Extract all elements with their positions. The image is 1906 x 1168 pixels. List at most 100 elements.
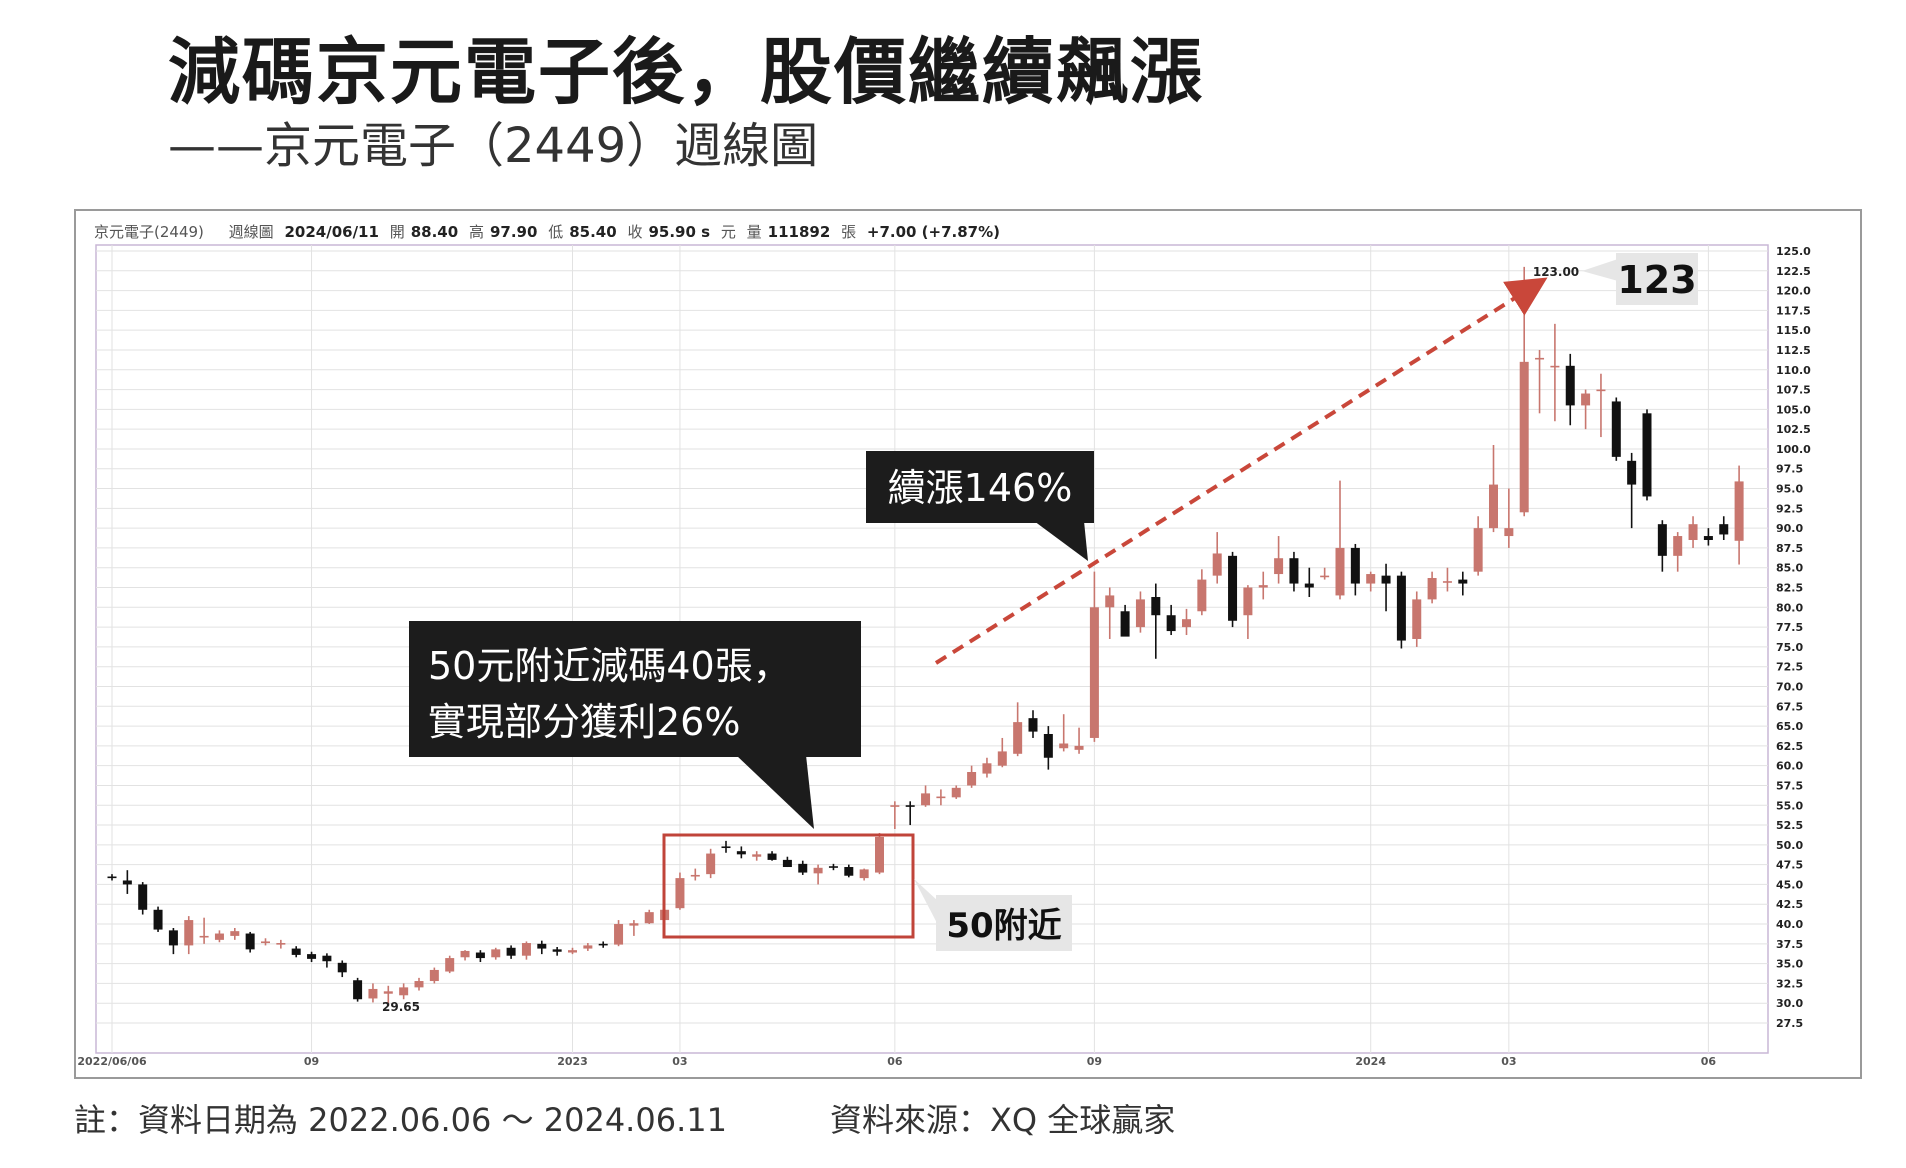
near50-callout-text: 50附近 bbox=[946, 906, 1061, 946]
candle bbox=[1703, 528, 1713, 546]
candle bbox=[245, 931, 255, 953]
x-tick-label: 03 bbox=[1501, 1055, 1516, 1068]
candle-body bbox=[859, 869, 869, 879]
candle-body bbox=[429, 969, 439, 982]
candle-body bbox=[828, 866, 838, 868]
y-tick-label: 120.0 bbox=[1776, 285, 1811, 298]
candle-body bbox=[1335, 547, 1345, 596]
candle bbox=[936, 789, 946, 806]
candle bbox=[199, 917, 209, 944]
candle-body bbox=[368, 988, 378, 999]
candle-body bbox=[1105, 595, 1115, 608]
candle-body bbox=[291, 948, 301, 955]
candle-body bbox=[307, 954, 317, 959]
y-tick-label: 122.5 bbox=[1776, 265, 1811, 278]
y-tick-label: 117.5 bbox=[1776, 304, 1811, 317]
candle bbox=[721, 840, 731, 853]
candle bbox=[1458, 571, 1468, 596]
candle-body bbox=[644, 912, 654, 924]
y-tick-label: 52.5 bbox=[1776, 819, 1803, 832]
candle bbox=[399, 983, 409, 1000]
candle-body bbox=[1719, 524, 1729, 535]
candle bbox=[736, 846, 746, 859]
candle bbox=[429, 967, 439, 984]
candle bbox=[475, 950, 485, 963]
candle-body bbox=[629, 923, 639, 926]
quote-date: 2024/06/11 bbox=[284, 223, 379, 241]
y-tick-label: 65.0 bbox=[1776, 720, 1803, 733]
candle bbox=[1412, 591, 1422, 647]
candle-body bbox=[798, 863, 808, 873]
candle bbox=[460, 950, 470, 961]
candle-body bbox=[1565, 365, 1575, 406]
candle bbox=[1366, 571, 1376, 592]
candle bbox=[1627, 452, 1637, 529]
candle bbox=[1335, 480, 1345, 600]
chart-frame: 京元電子(2449) 週線圖 2024/06/11 開 88.40 高 97.90 … bbox=[74, 209, 1862, 1079]
candle-body bbox=[721, 846, 731, 849]
candle bbox=[1320, 567, 1330, 580]
candle bbox=[1642, 409, 1652, 501]
candle bbox=[644, 909, 654, 925]
candle bbox=[690, 868, 700, 881]
candle bbox=[1135, 591, 1145, 633]
sell-callout-bg bbox=[409, 621, 861, 757]
candle bbox=[521, 941, 531, 960]
candle bbox=[859, 868, 869, 881]
candle-body bbox=[1396, 575, 1406, 641]
candle bbox=[153, 906, 163, 932]
sell-callout-line2: 實現部分獲利26% bbox=[428, 700, 740, 744]
y-tick-label: 90.0 bbox=[1776, 522, 1803, 535]
y-tick-label: 62.5 bbox=[1776, 740, 1803, 753]
x-tick-label: 09 bbox=[304, 1055, 319, 1068]
candle-body bbox=[168, 930, 178, 946]
y-tick-label: 75.0 bbox=[1776, 641, 1803, 654]
candle-body bbox=[951, 787, 961, 798]
candle bbox=[1657, 520, 1667, 572]
candle bbox=[138, 882, 148, 915]
candle bbox=[1596, 373, 1606, 438]
candle bbox=[445, 955, 455, 974]
y-tick-label: 57.5 bbox=[1776, 779, 1803, 792]
y-tick-label: 107.5 bbox=[1776, 384, 1811, 397]
candle-body bbox=[1458, 579, 1468, 584]
high-price-label: 123.00 bbox=[1533, 265, 1579, 279]
candle bbox=[1059, 714, 1069, 752]
candle bbox=[782, 856, 792, 868]
candle-body bbox=[1611, 401, 1621, 457]
x-tick-label: 06 bbox=[1701, 1055, 1717, 1068]
y-tick-label: 112.5 bbox=[1776, 344, 1811, 357]
candle-body bbox=[1442, 581, 1452, 583]
candle-body bbox=[1412, 599, 1422, 639]
x-tick-label: 2023 bbox=[557, 1055, 588, 1068]
data-source-note: 資料來源：XQ 全球贏家 bbox=[830, 1101, 1176, 1139]
candle bbox=[1212, 532, 1222, 584]
candle-body bbox=[1304, 583, 1314, 588]
high-callout-bg bbox=[1616, 253, 1698, 305]
candle bbox=[629, 920, 639, 936]
y-tick-label: 60.0 bbox=[1776, 760, 1803, 773]
candle-body bbox=[491, 949, 501, 958]
y-tick-label: 87.5 bbox=[1776, 542, 1803, 555]
candle bbox=[1350, 543, 1360, 596]
candle-body bbox=[383, 991, 393, 994]
candle bbox=[1427, 571, 1437, 604]
y-tick-label: 82.5 bbox=[1776, 582, 1803, 595]
candle bbox=[291, 946, 301, 958]
candle-body bbox=[1182, 619, 1191, 628]
candle-body bbox=[184, 920, 194, 946]
candle-body bbox=[230, 931, 240, 936]
candle bbox=[168, 927, 178, 955]
candle-body bbox=[568, 950, 577, 953]
low-label: 低 bbox=[548, 223, 564, 241]
candle-body bbox=[1043, 733, 1053, 758]
candle bbox=[767, 851, 777, 861]
candle-body bbox=[614, 924, 624, 945]
candle bbox=[1442, 567, 1452, 592]
candle-body bbox=[598, 943, 608, 946]
candle-body bbox=[1489, 484, 1498, 529]
candles bbox=[107, 266, 1744, 1006]
open-label: 開 bbox=[389, 223, 405, 241]
period-label: 週線圖 bbox=[228, 223, 274, 241]
candle bbox=[1151, 583, 1161, 659]
